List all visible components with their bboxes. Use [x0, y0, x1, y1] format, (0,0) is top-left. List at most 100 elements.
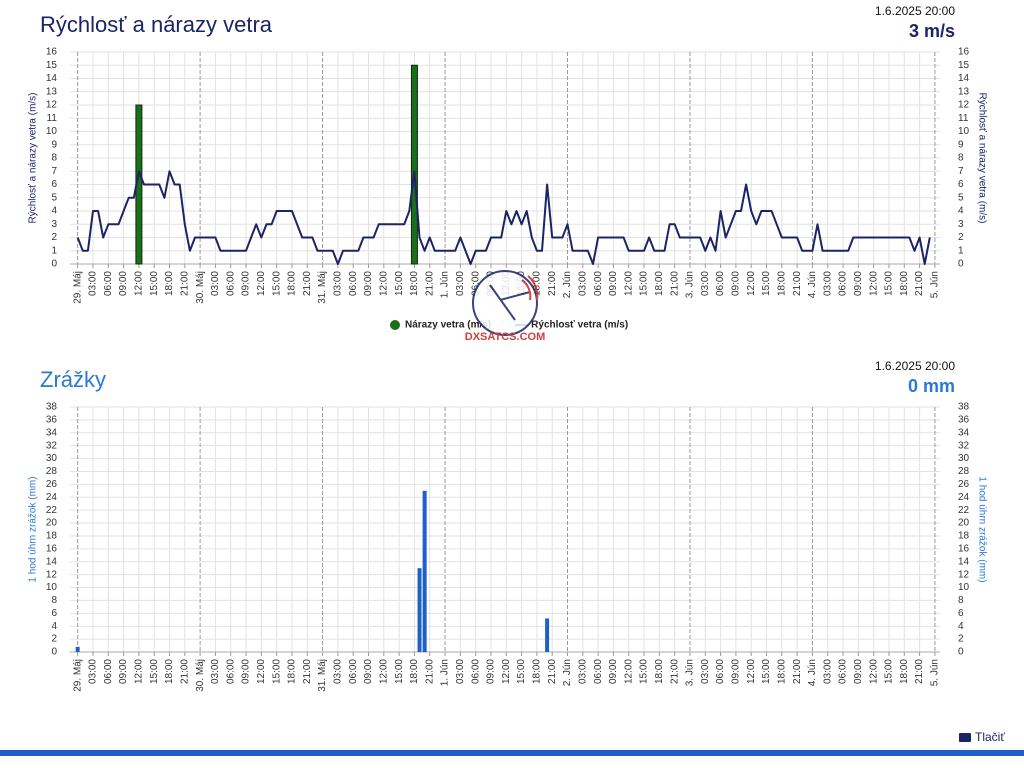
x-tick-label: 30. Máj: [195, 271, 206, 304]
y-axis-label: 1 hod úhrn zrážok (mm): [28, 476, 39, 582]
y-axis-label: Rýchlosť a nárazy vetra (m/s): [28, 92, 39, 223]
y-tick-label-right: 18: [958, 531, 970, 542]
bar: [417, 568, 422, 652]
y-tick-label: 5: [51, 192, 57, 203]
x-tick-label: 12:00: [868, 271, 879, 296]
y-tick-label-right: 16: [958, 543, 970, 554]
x-tick-label: 15:00: [271, 659, 282, 684]
y-tick-label: 0: [51, 647, 57, 658]
y-tick-label: 30: [46, 453, 58, 464]
x-tick-label: 15:00: [149, 271, 160, 296]
x-tick-label: 18:00: [164, 271, 175, 296]
y-tick-label-right: 36: [958, 415, 970, 426]
legend-marker: [390, 320, 400, 330]
print-label[interactable]: Tlačiť: [975, 730, 1005, 744]
y-tick-label-right: 22: [958, 505, 970, 516]
x-tick-label: 12:00: [868, 659, 879, 684]
y-tick-label-right: 8: [958, 595, 964, 606]
y-tick-label-right: 34: [958, 427, 970, 438]
y-tick-label: 20: [46, 518, 58, 529]
y-tick-label: 3: [51, 219, 57, 230]
bar: [422, 490, 427, 652]
x-tick-label: 1. Jún: [440, 659, 451, 686]
x-tick-label: 12:00: [501, 659, 512, 684]
x-tick-label: 12:00: [623, 659, 634, 684]
x-tick-label: 15:00: [271, 271, 282, 296]
x-tick-label: 03:00: [577, 659, 588, 684]
x-tick-label: 09:00: [608, 271, 619, 296]
x-tick-label: 06:00: [470, 271, 481, 296]
y-tick-label: 26: [46, 479, 58, 490]
x-tick-label: 12:00: [256, 659, 267, 684]
y-tick-label: 24: [46, 492, 58, 503]
current-value: 0 mm: [908, 376, 955, 396]
y-tick-label-right: 26: [958, 479, 970, 490]
x-tick-label: 09:00: [731, 271, 742, 296]
y-tick-label-right: 13: [958, 86, 970, 97]
y-tick-label: 12: [46, 569, 58, 580]
x-tick-label: 21:00: [669, 271, 680, 296]
y-tick-label-right: 15: [958, 60, 970, 71]
watermark-circle: [472, 270, 538, 336]
x-tick-label: 30. Máj: [195, 659, 206, 692]
y-tick-label-right: 4: [958, 621, 964, 632]
x-tick-label: 4. Jún: [807, 659, 818, 686]
x-tick-label: 12:00: [378, 271, 389, 296]
y-tick-label-right: 3: [958, 219, 964, 230]
watermark: DXSATCS.COM: [465, 270, 545, 343]
y-tick-label-right: 6: [958, 608, 964, 619]
y-tick-label: 13: [46, 86, 58, 97]
x-tick-label: 21:00: [302, 271, 313, 296]
x-tick-label: 21:00: [179, 271, 190, 296]
y-tick-label: 16: [46, 543, 58, 554]
line: [76, 170, 931, 265]
x-tick-label: 5. Jún: [930, 271, 941, 298]
y-tick-label: 32: [46, 440, 58, 451]
x-tick-label: 09:00: [853, 659, 864, 684]
y-tick-label: 22: [46, 505, 58, 516]
y-axis-label-right: Rýchlosť a nárazy vetra (m/s): [976, 92, 987, 223]
watermark-logo: [489, 284, 531, 321]
x-tick-label: 09:00: [363, 659, 374, 684]
y-tick-label: 15: [46, 60, 58, 71]
x-tick-label: 21:00: [914, 271, 925, 296]
x-tick-label: 06:00: [715, 271, 726, 296]
y-tick-label-right: 20: [958, 518, 970, 529]
x-tick-label: 29. Máj: [72, 271, 83, 304]
x-tick-label: 12:00: [378, 659, 389, 684]
y-tick-label-right: 14: [958, 73, 970, 84]
legend-item: Nárazy vetra (m/s): [390, 320, 491, 331]
x-tick-label: 06:00: [838, 271, 849, 296]
y-tick-label-right: 12: [958, 100, 970, 111]
x-tick-label: 09:00: [853, 271, 864, 296]
x-tick-label: 1. Jún: [440, 271, 451, 298]
x-tick-label: 21:00: [792, 659, 803, 684]
x-tick-label: 06:00: [715, 659, 726, 684]
x-tick-label: 21:00: [302, 659, 313, 684]
x-tick-label: 03:00: [455, 271, 466, 296]
x-tick-label: 15:00: [639, 659, 650, 684]
y-tick-label-right: 0: [958, 259, 964, 270]
x-tick-label: 18:00: [776, 271, 787, 296]
x-tick-label: 12:00: [746, 659, 757, 684]
x-tick-label: 29. Máj: [72, 659, 83, 692]
x-tick-label: 15:00: [394, 659, 405, 684]
y-tick-label-right: 2: [958, 232, 964, 243]
x-tick-label: 31. Máj: [317, 659, 328, 692]
chart-title: Rýchlosť a nárazy vetra: [40, 12, 273, 37]
x-tick-label: 03:00: [88, 659, 99, 684]
print-button[interactable]: Tlačiť: [959, 730, 1005, 744]
y-tick-label-right: 8: [958, 153, 964, 164]
y-axis-label-right: 1 hod úhrn zrážok (mm): [976, 476, 987, 582]
legend-label: Rýchlosť vetra (m/s): [531, 320, 628, 331]
x-tick-label: 09:00: [608, 659, 619, 684]
x-tick-label: 03:00: [210, 271, 221, 296]
x-tick-label: 21:00: [547, 659, 558, 684]
x-tick-label: 15:00: [761, 659, 772, 684]
y-tick-label: 18: [46, 531, 58, 542]
x-tick-label: 18:00: [899, 659, 910, 684]
x-tick-label: 06:00: [103, 271, 114, 296]
y-tick-label-right: 38: [958, 402, 970, 413]
x-tick-label: 21:00: [547, 271, 558, 296]
